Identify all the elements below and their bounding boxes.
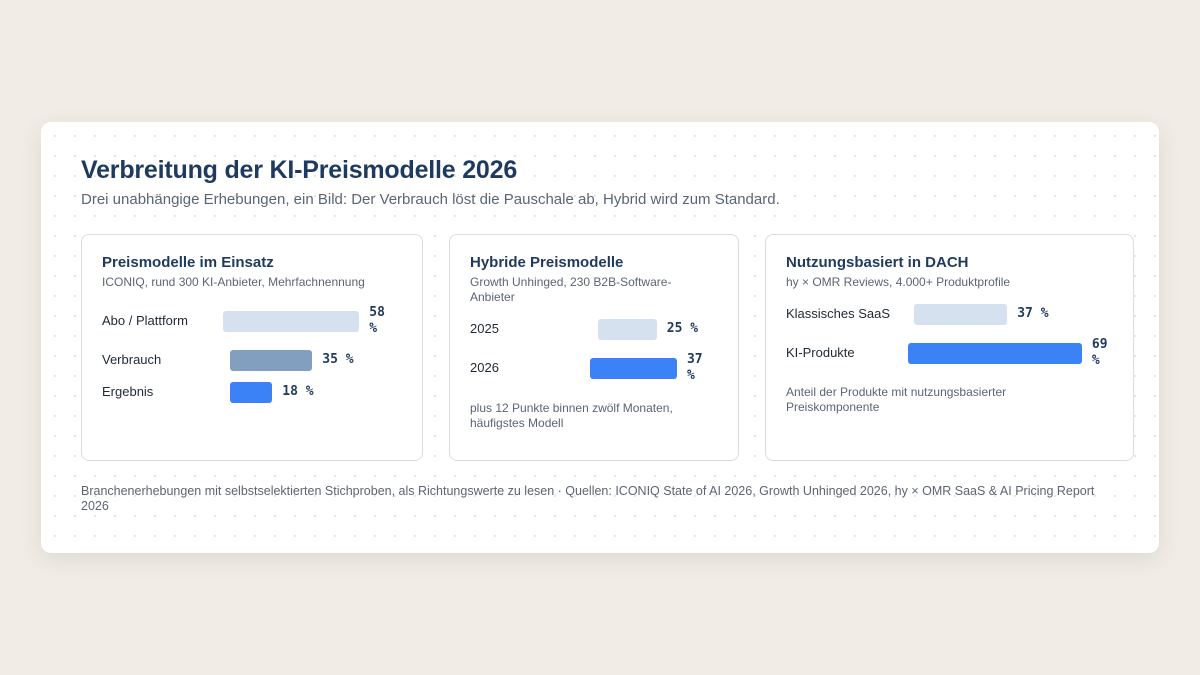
bar-label: 2026 (470, 360, 499, 375)
bar-label: 2025 (470, 321, 499, 336)
bar-label: KI-Produkte (786, 345, 855, 360)
bar-label: Klassisches SaaS (786, 306, 891, 321)
panel-dach: Nutzungsbasiert in DACH hy × OMR Reviews… (765, 234, 1134, 461)
bar-value-label: 37 % (1017, 306, 1049, 321)
panel-title: Hybride Preismodelle (470, 254, 624, 271)
panel-note: plus 12 Punkte binnen zwölf Monaten, häu… (470, 401, 673, 430)
panel-source: ICONIQ, rund 300 KI-Anbieter, Mehrfachne… (102, 275, 365, 289)
infographic-card: Verbreitung der KI-Preismodelle 2026 Dre… (41, 122, 1159, 553)
panel-source: Growth Unhinged, 230 B2B-Software-Anbiet… (470, 275, 672, 304)
footer-sources: Branchenerhebungen mit selbstselektierte… (81, 484, 1095, 513)
bar-label: Verbrauch (102, 352, 162, 367)
bar (590, 358, 677, 379)
panel-title: Nutzungsbasiert in DACH (786, 254, 969, 271)
bar (230, 350, 313, 371)
panel-hybrid: Hybride Preismodelle Growth Unhinged, 23… (449, 234, 739, 461)
bar (914, 304, 1008, 325)
bar-value-label: 35 % (322, 352, 354, 367)
panel-preismodelle: Preismodelle im Einsatz ICONIQ, rund 300… (81, 234, 423, 461)
bar-value-label: 58 % (369, 305, 385, 336)
panel-source: hy × OMR Reviews, 4.000+ Produktprofile (786, 275, 1011, 289)
bar-label: Ergebnis (102, 384, 154, 399)
panel-title: Preismodelle im Einsatz (102, 254, 274, 271)
bar (230, 382, 273, 403)
bar-label: Abo / Plattform (102, 313, 188, 328)
page-subtitle: Drei unabhängige Erhebungen, ein Bild: D… (81, 191, 780, 208)
bar-value-label: 18 % (282, 384, 314, 399)
bar-value-label: 37 % (686, 352, 703, 383)
panel-note: Anteil der Produkte mit nutzungsbasierte… (786, 385, 1007, 414)
bar (908, 343, 1082, 364)
page-title: Verbreitung der KI-Preismodelle 2026 (81, 156, 518, 184)
bar-value-label: 25 % (666, 321, 699, 336)
bar (223, 311, 360, 332)
bar-value-label: 69 % (1091, 337, 1108, 368)
bar (598, 319, 657, 340)
